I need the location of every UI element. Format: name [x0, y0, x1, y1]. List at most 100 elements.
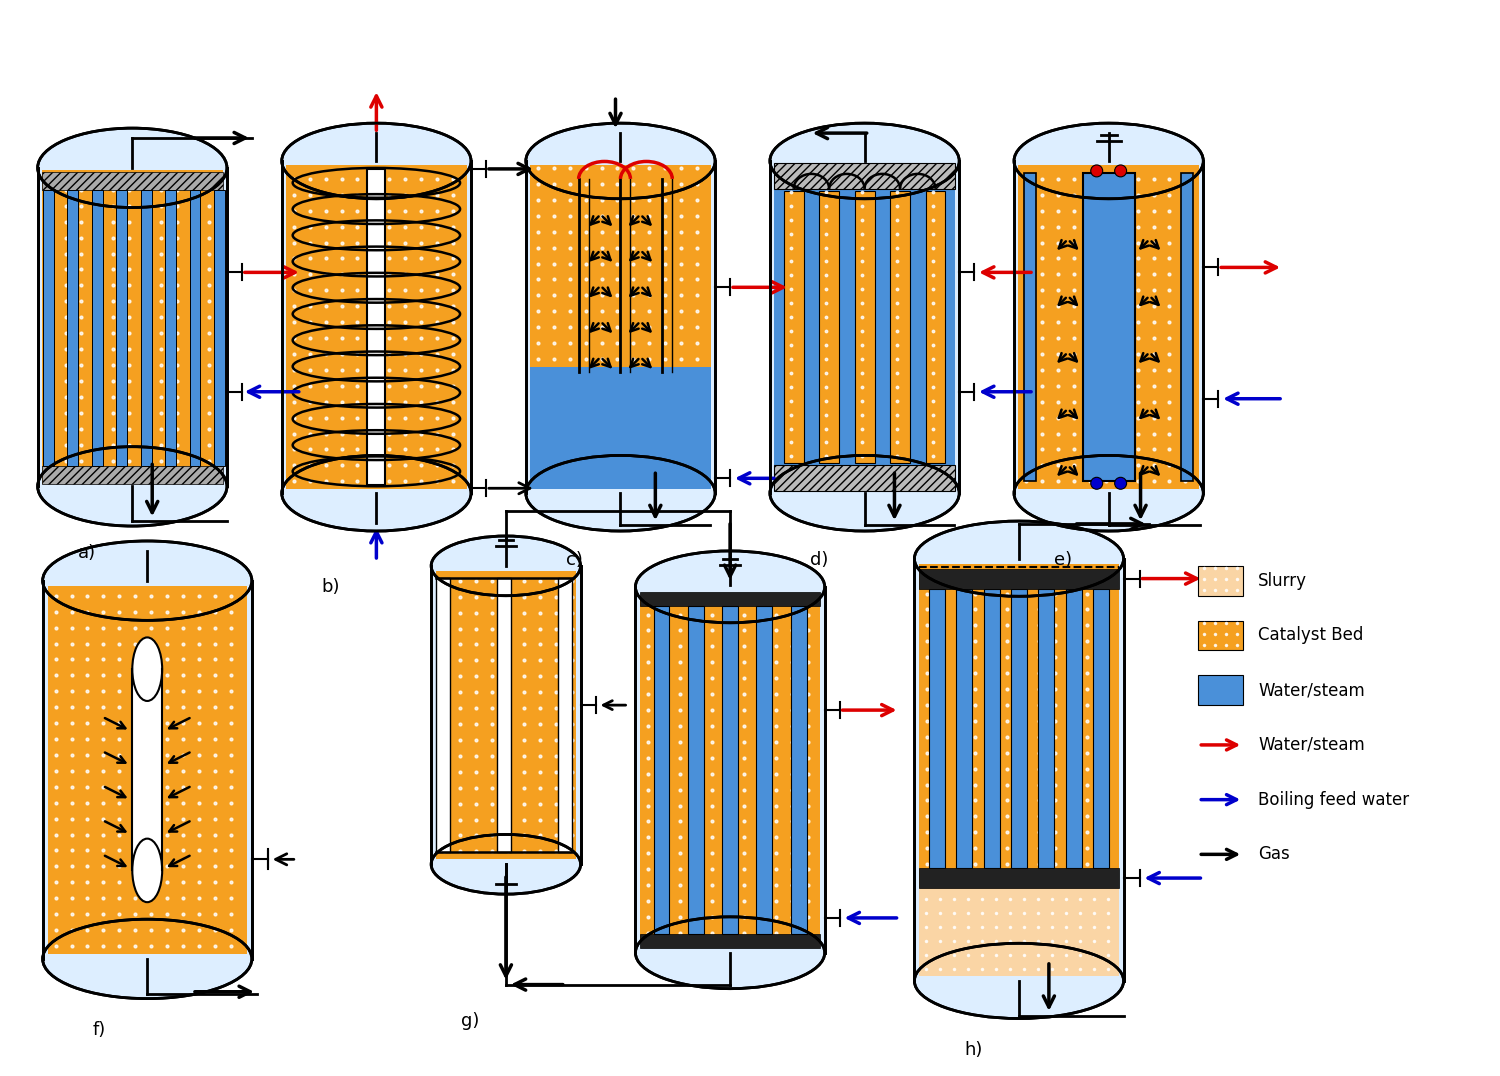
Text: Slurry: Slurry	[1258, 571, 1306, 590]
Bar	[1083, 173, 1134, 481]
Bar	[141, 189, 152, 467]
Bar	[116, 189, 128, 467]
Bar	[855, 190, 874, 464]
Bar	[920, 868, 1119, 888]
Circle shape	[1090, 165, 1102, 176]
Bar	[42, 172, 224, 189]
Ellipse shape	[132, 838, 162, 902]
Text: d): d)	[810, 551, 828, 569]
Text: Gas: Gas	[1258, 846, 1290, 863]
Ellipse shape	[770, 123, 958, 199]
Text: Boiling feed water: Boiling feed water	[1258, 791, 1408, 809]
Polygon shape	[770, 161, 958, 493]
Bar	[1198, 621, 1243, 650]
Ellipse shape	[42, 919, 252, 999]
Bar	[1198, 676, 1243, 705]
Bar	[640, 934, 819, 948]
Bar	[530, 165, 711, 367]
Text: e): e)	[1054, 551, 1072, 569]
Bar	[920, 568, 1119, 589]
Polygon shape	[1014, 161, 1203, 493]
Bar	[783, 190, 804, 464]
Bar	[790, 606, 807, 934]
Ellipse shape	[42, 541, 252, 621]
Text: h): h)	[964, 1040, 982, 1059]
Ellipse shape	[915, 944, 1124, 1019]
Bar	[214, 189, 225, 467]
Bar	[1024, 173, 1036, 481]
Text: Catalyst Bed: Catalyst Bed	[1258, 626, 1364, 645]
Ellipse shape	[38, 128, 226, 208]
Bar	[957, 589, 972, 868]
Circle shape	[1114, 478, 1126, 490]
Ellipse shape	[38, 447, 226, 526]
Ellipse shape	[132, 637, 162, 700]
Bar	[774, 466, 956, 492]
Text: b): b)	[321, 578, 340, 596]
Bar	[436, 578, 450, 852]
Ellipse shape	[430, 835, 580, 894]
Bar	[688, 606, 703, 934]
Bar	[920, 883, 1119, 976]
Bar	[285, 165, 466, 490]
Bar	[819, 190, 839, 464]
Bar	[920, 564, 1119, 888]
Ellipse shape	[282, 455, 471, 532]
Bar	[436, 571, 576, 860]
Bar	[48, 585, 248, 954]
Bar	[774, 162, 956, 188]
Bar	[774, 188, 956, 466]
Bar	[558, 578, 572, 852]
Ellipse shape	[282, 123, 471, 199]
Bar	[68, 189, 78, 467]
Bar	[1198, 566, 1243, 596]
Text: Water/steam: Water/steam	[1258, 681, 1365, 699]
Text: c): c)	[566, 551, 582, 569]
Bar	[496, 578, 512, 852]
Circle shape	[1090, 478, 1102, 490]
Bar	[926, 190, 945, 464]
Bar	[1065, 589, 1082, 868]
Polygon shape	[42, 581, 252, 959]
Polygon shape	[132, 669, 162, 870]
Polygon shape	[38, 168, 226, 486]
Bar	[1094, 589, 1108, 868]
Bar	[42, 170, 224, 484]
Ellipse shape	[526, 455, 716, 532]
Text: Water/steam: Water/steam	[1258, 736, 1365, 754]
Bar	[42, 467, 224, 484]
Bar	[368, 169, 386, 485]
Bar	[1038, 589, 1054, 868]
Polygon shape	[915, 558, 1124, 981]
Ellipse shape	[915, 521, 1124, 596]
Bar	[984, 589, 999, 868]
Bar	[928, 589, 945, 868]
Ellipse shape	[430, 536, 580, 596]
Bar	[1011, 589, 1028, 868]
Bar	[640, 592, 819, 606]
Bar	[640, 598, 819, 940]
Polygon shape	[526, 161, 716, 493]
Bar	[1019, 165, 1200, 490]
Bar	[530, 363, 711, 490]
Text: a): a)	[78, 544, 96, 562]
Bar	[1182, 173, 1194, 481]
Polygon shape	[636, 586, 825, 952]
Bar	[189, 189, 201, 467]
Ellipse shape	[1014, 123, 1203, 199]
Bar	[92, 189, 102, 467]
Text: g): g)	[460, 1013, 480, 1031]
Ellipse shape	[1014, 455, 1203, 532]
Ellipse shape	[770, 455, 958, 532]
Text: f): f)	[93, 1021, 105, 1038]
Bar	[890, 190, 910, 464]
Bar	[165, 189, 176, 467]
Ellipse shape	[526, 123, 716, 199]
Polygon shape	[430, 566, 580, 864]
Ellipse shape	[636, 917, 825, 989]
Bar	[722, 606, 738, 934]
Bar	[42, 189, 54, 467]
Bar	[756, 606, 772, 934]
Ellipse shape	[636, 551, 825, 623]
Polygon shape	[282, 161, 471, 493]
